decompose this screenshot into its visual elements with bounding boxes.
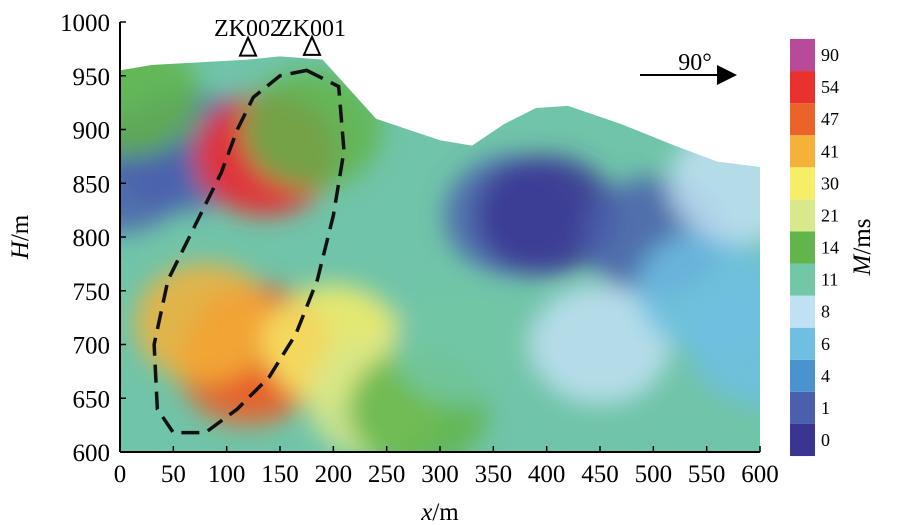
x-tick-label-5: 250 xyxy=(368,461,406,488)
heat-sample-2 xyxy=(120,56,201,158)
colorbar-segment-10 xyxy=(790,103,815,136)
y-tick-label-4: 800 xyxy=(73,225,111,252)
x-tick-label-2: 100 xyxy=(208,461,246,488)
heat-sample-19 xyxy=(242,69,382,190)
borehole-label-zk002: ZK002 xyxy=(214,16,282,42)
heat-sample-7 xyxy=(135,263,276,383)
colorbar-title: M/ms xyxy=(849,219,876,277)
x-tick-label-0: 0 xyxy=(114,461,127,488)
colorbar-segment-2 xyxy=(790,359,815,392)
heatmap-field xyxy=(120,56,760,452)
x-tick-label-7: 350 xyxy=(475,461,513,488)
x-ticks: 0 50 100 150 200 250 300 350 400 450 500 550 600 xyxy=(114,446,779,488)
x-tick-label-11: 550 xyxy=(688,461,726,488)
heat-sample-11 xyxy=(391,284,532,405)
heat-sample-18 xyxy=(668,123,760,244)
borehole-marker-zk002 xyxy=(238,35,258,57)
borehole-label-zk001: ZK001 xyxy=(278,16,346,42)
colorbar-tick-label-1: 1 xyxy=(821,398,830,418)
colorbar-segment-9 xyxy=(790,135,815,168)
x-axis-title: x/m xyxy=(420,499,459,525)
x-tick-label-6: 300 xyxy=(421,461,459,488)
colorbar-segment-12 xyxy=(790,38,815,72)
colorbar-tick-label-7: 21 xyxy=(821,205,839,225)
x-tick-label-9: 450 xyxy=(581,461,619,488)
colorbar-tick-label-2: 4 xyxy=(821,366,830,386)
anomaly-outline xyxy=(152,68,346,435)
colorbar-segment-11 xyxy=(790,71,815,104)
colorbar-tick-label-4: 8 xyxy=(821,302,830,322)
colorbar-tick-label-12: 90 xyxy=(821,45,839,65)
colorbar-segment-1 xyxy=(790,391,815,424)
x-tick-label-3: 150 xyxy=(261,461,299,488)
colorbar-tick-label-5: 11 xyxy=(821,270,838,290)
colorbar-tick-label-10: 47 xyxy=(821,109,839,129)
colorbar-segment-7 xyxy=(790,199,815,232)
colorbar-segment-6 xyxy=(790,231,815,264)
colorbar-tick-label-11: 54 xyxy=(821,77,839,97)
y-tick-label-5: 850 xyxy=(73,171,111,198)
y-tick-label-0: 600 xyxy=(73,440,111,467)
axes: 0 50 100 150 200 250 300 350 400 450 500 550 600 600… xyxy=(60,10,779,488)
x-tick-label-1: 50 xyxy=(161,461,186,488)
colorbar-segment-8 xyxy=(790,167,815,200)
colorbar-tick-label-0: 0 xyxy=(821,430,830,450)
x-tick-label-8: 400 xyxy=(528,461,566,488)
colorbar-tick-label-8: 30 xyxy=(821,173,839,193)
y-axis-title: H/m xyxy=(7,214,34,260)
y-tick-label-7: 950 xyxy=(73,64,111,91)
x-tick-label-4: 200 xyxy=(315,461,353,488)
y-tick-label-1: 650 xyxy=(73,386,111,413)
colorbar-segment-4 xyxy=(790,295,815,328)
y-tick-label-3: 750 xyxy=(73,279,111,306)
y-tick-label-2: 700 xyxy=(73,333,111,360)
y-tick-label-8: 1000 xyxy=(60,10,110,37)
borehole-marker-zk001 xyxy=(302,34,322,56)
plot-area xyxy=(120,56,760,452)
colorbar-segment-3 xyxy=(790,327,815,360)
x-tick-label-12: 600 xyxy=(741,461,779,488)
heat-sample-17 xyxy=(690,284,760,405)
colorbar-tick-label-3: 6 xyxy=(821,334,830,354)
heat-sample-13 xyxy=(476,155,617,276)
y-tick-label-6: 900 xyxy=(73,118,111,145)
direction-label: 90° xyxy=(678,50,712,76)
heat-sample-15 xyxy=(530,284,670,405)
colorbar-tick-label-6: 14 xyxy=(821,238,839,258)
y-ticks: 600 650 700 750 800 850 900 950 1000 xyxy=(60,10,126,467)
x-tick-label-10: 500 xyxy=(635,461,673,488)
colorbar-segment-5 xyxy=(790,263,815,296)
direction-arrow: 90° xyxy=(640,50,737,85)
colorbar-tick-label-9: 41 xyxy=(821,141,839,161)
colorbar-segment-0 xyxy=(790,423,815,457)
